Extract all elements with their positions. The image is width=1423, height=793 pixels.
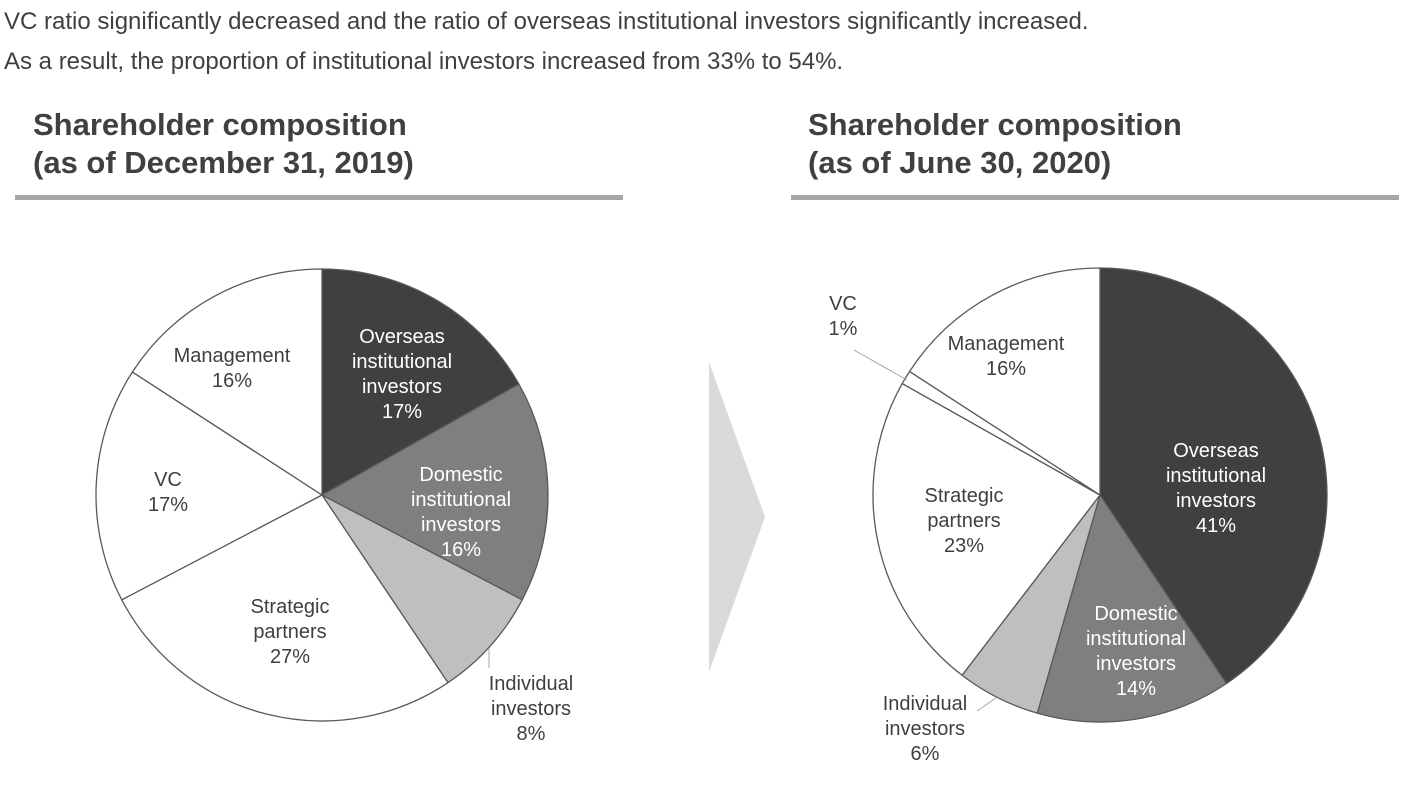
slice-label-2019-3: Strategic partners 27% bbox=[251, 596, 330, 668]
slice-label-line-2020-0-1: institutional bbox=[1166, 465, 1266, 487]
slice-label-2019-0: Overseas institutional investors 17% bbox=[352, 326, 452, 423]
slice-label-line-2019-0-1: institutional bbox=[352, 351, 452, 373]
slice-label-line-2020-1-2: investors bbox=[1096, 653, 1176, 675]
slice-label-line-2020-4-1: 1% bbox=[829, 318, 858, 340]
slice-label-line-2019-3-1: partners bbox=[253, 621, 326, 643]
intro-line-2: As a result, the proportion of instituti… bbox=[4, 48, 844, 75]
slice-label-line-2020-1-3: 14% bbox=[1116, 678, 1156, 700]
chart-title-2020-line1: Shareholder composition bbox=[808, 107, 1182, 142]
chart-title-2019-line2: (as of December 31, 2019) bbox=[33, 145, 414, 180]
slice-label-2020-3: Strategic partners 23% bbox=[925, 485, 1004, 557]
slice-label-line-2019-2-0: Individual bbox=[489, 673, 574, 695]
slice-label-line-2020-0-3: 41% bbox=[1196, 515, 1236, 537]
slice-label-line-2020-1-0: Domestic bbox=[1094, 603, 1177, 625]
pie-slice-2019-0 bbox=[321, 268, 520, 496]
pie-slice-2019-2 bbox=[321, 494, 523, 684]
pie-slice-2019-4 bbox=[95, 371, 323, 601]
pie-slice-2020-1 bbox=[1036, 494, 1228, 723]
pie-slice-2020-0 bbox=[1099, 267, 1328, 685]
slice-label-line-2020-2-1: investors bbox=[885, 718, 965, 740]
slice-label-line-2020-0-2: investors bbox=[1176, 490, 1256, 512]
slice-label-line-2020-1-1: institutional bbox=[1086, 628, 1186, 650]
title-rule-2020 bbox=[791, 195, 1399, 200]
pie-slice-2020-5 bbox=[908, 267, 1101, 496]
slice-label-line-2020-2-0: Individual bbox=[883, 693, 968, 715]
slice-label-2020-0: Overseas institutional investors 41% bbox=[1166, 440, 1266, 537]
chart-title-2020-line2: (as of June 30, 2020) bbox=[808, 145, 1112, 180]
slice-label-2019-1: Domestic institutional investors 16% bbox=[411, 464, 511, 561]
slice-label-line-2020-5-1: 16% bbox=[986, 358, 1026, 380]
leader-line-2020-4 bbox=[853, 349, 908, 381]
slice-label-2020-1: Domestic institutional investors 14% bbox=[1086, 603, 1186, 700]
pie-slice-2019-5 bbox=[131, 268, 323, 496]
chart-title-2019: Shareholder composition (as of December … bbox=[33, 106, 414, 182]
pie-slice-2019-1 bbox=[321, 383, 549, 601]
intro-line-1: VC ratio significantly decreased and the… bbox=[4, 8, 1089, 35]
pie-chart-2019: Overseas institutional investors 17% Domesti… bbox=[95, 268, 574, 745]
slice-label-line-2019-2-1: investors bbox=[491, 698, 571, 720]
pie-slice-2019-3 bbox=[121, 494, 449, 722]
pie-chart-2020: Overseas institutional investors 41% Domesti… bbox=[829, 267, 1328, 765]
slice-label-line-2019-1-0: Domestic bbox=[419, 464, 502, 486]
intro-text: VC ratio significantly decreased and the… bbox=[4, 2, 1414, 82]
chart-title-2019-line1: Shareholder composition bbox=[33, 107, 407, 142]
slice-label-2019-2: Individual investors 8% bbox=[489, 673, 574, 745]
slice-label-line-2019-3-0: Strategic bbox=[251, 596, 330, 618]
slice-label-line-2019-5-1: 16% bbox=[212, 370, 252, 392]
slice-label-line-2019-0-2: investors bbox=[362, 376, 442, 398]
leader-line-2020-2 bbox=[976, 697, 997, 712]
slice-label-2019-5: Management 16% bbox=[174, 345, 291, 392]
slice-label-2020-4: VC 1% bbox=[829, 293, 858, 340]
slice-label-line-2019-2-2: 8% bbox=[517, 723, 546, 745]
chart-title-2020: Shareholder composition (as of June 30, … bbox=[808, 106, 1182, 182]
slice-label-line-2019-4-0: VC bbox=[154, 469, 182, 491]
slice-label-line-2020-4-0: VC bbox=[829, 293, 857, 315]
slice-label-2020-5: Management 16% bbox=[948, 333, 1065, 380]
slice-label-line-2019-5-0: Management bbox=[174, 345, 291, 367]
slice-label-line-2020-3-2: 23% bbox=[944, 535, 984, 557]
slice-label-line-2019-0-0: Overseas bbox=[359, 326, 445, 348]
slice-label-line-2020-3-0: Strategic bbox=[925, 485, 1004, 507]
slice-label-line-2019-1-3: 16% bbox=[441, 539, 481, 561]
slice-label-line-2020-5-0: Management bbox=[948, 333, 1065, 355]
pie-slice-2020-3 bbox=[872, 382, 1101, 676]
title-rule-2019 bbox=[15, 195, 623, 200]
slice-label-line-2019-3-2: 27% bbox=[270, 646, 310, 668]
slice-label-line-2020-0-0: Overseas bbox=[1173, 440, 1259, 462]
slice-label-line-2019-1-2: investors bbox=[421, 514, 501, 536]
slice-label-2020-2: Individual investors 6% bbox=[883, 693, 968, 765]
slice-label-line-2020-3-1: partners bbox=[927, 510, 1000, 532]
slice-label-2019-4: VC 17% bbox=[148, 469, 188, 516]
slice-label-line-2019-1-1: institutional bbox=[411, 489, 511, 511]
slice-label-line-2020-2-2: 6% bbox=[911, 743, 940, 765]
slice-label-line-2019-4-1: 17% bbox=[148, 494, 188, 516]
transition-arrow bbox=[709, 362, 765, 672]
slice-label-line-2019-0-3: 17% bbox=[382, 401, 422, 423]
